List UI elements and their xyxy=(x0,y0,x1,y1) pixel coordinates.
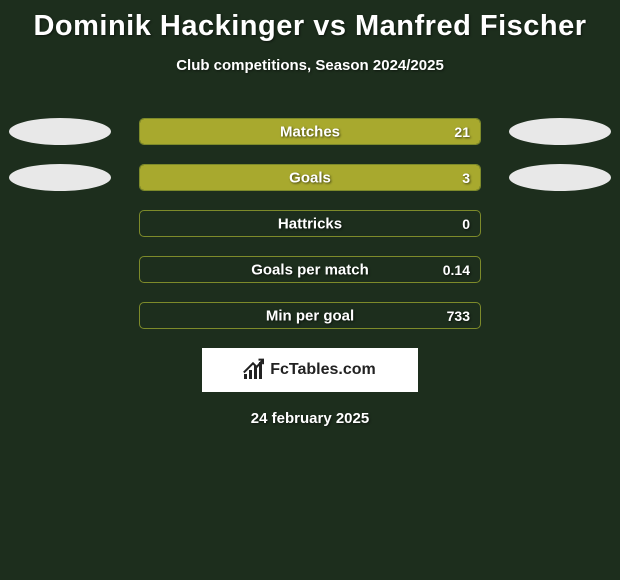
stat-label: Goals xyxy=(289,169,331,186)
stat-bar: Hattricks 0 xyxy=(139,210,481,237)
stat-label: Hattricks xyxy=(278,215,342,232)
stat-value: 0 xyxy=(462,216,470,232)
logo-arrow-icon xyxy=(242,356,264,378)
player-left-ellipse xyxy=(9,164,111,191)
player-right-ellipse xyxy=(509,164,611,191)
stat-bar: Min per goal 733 xyxy=(139,302,481,329)
stat-value: 3 xyxy=(462,170,470,186)
stat-value: 0.14 xyxy=(443,262,470,278)
fctables-logo: FcTables.com xyxy=(202,348,418,392)
stat-bar: Matches 21 xyxy=(139,118,481,145)
date-label: 24 february 2025 xyxy=(0,410,620,427)
stat-row: Min per goal 733 xyxy=(0,302,620,329)
logo-text: FcTables.com xyxy=(270,361,376,379)
stat-label: Min per goal xyxy=(266,307,354,324)
stat-label: Goals per match xyxy=(251,261,369,278)
stat-row: Matches 21 xyxy=(0,118,620,145)
stat-bar: Goals per match 0.14 xyxy=(139,256,481,283)
stat-row: Hattricks 0 xyxy=(0,210,620,237)
stats-container: Matches 21 Goals 3 Hattricks 0 Goals per match… xyxy=(0,118,620,329)
page-title: Dominik Hackinger vs Manfred Fischer xyxy=(0,0,620,43)
player-left-ellipse xyxy=(9,118,111,145)
stat-row: Goals per match 0.14 xyxy=(0,256,620,283)
stat-bar: Goals 3 xyxy=(139,164,481,191)
stat-row: Goals 3 xyxy=(0,164,620,191)
player-right-ellipse xyxy=(509,118,611,145)
page-subtitle: Club competitions, Season 2024/2025 xyxy=(0,57,620,74)
stat-value: 21 xyxy=(454,124,470,140)
stat-label: Matches xyxy=(280,123,340,140)
stat-value: 733 xyxy=(447,308,470,324)
